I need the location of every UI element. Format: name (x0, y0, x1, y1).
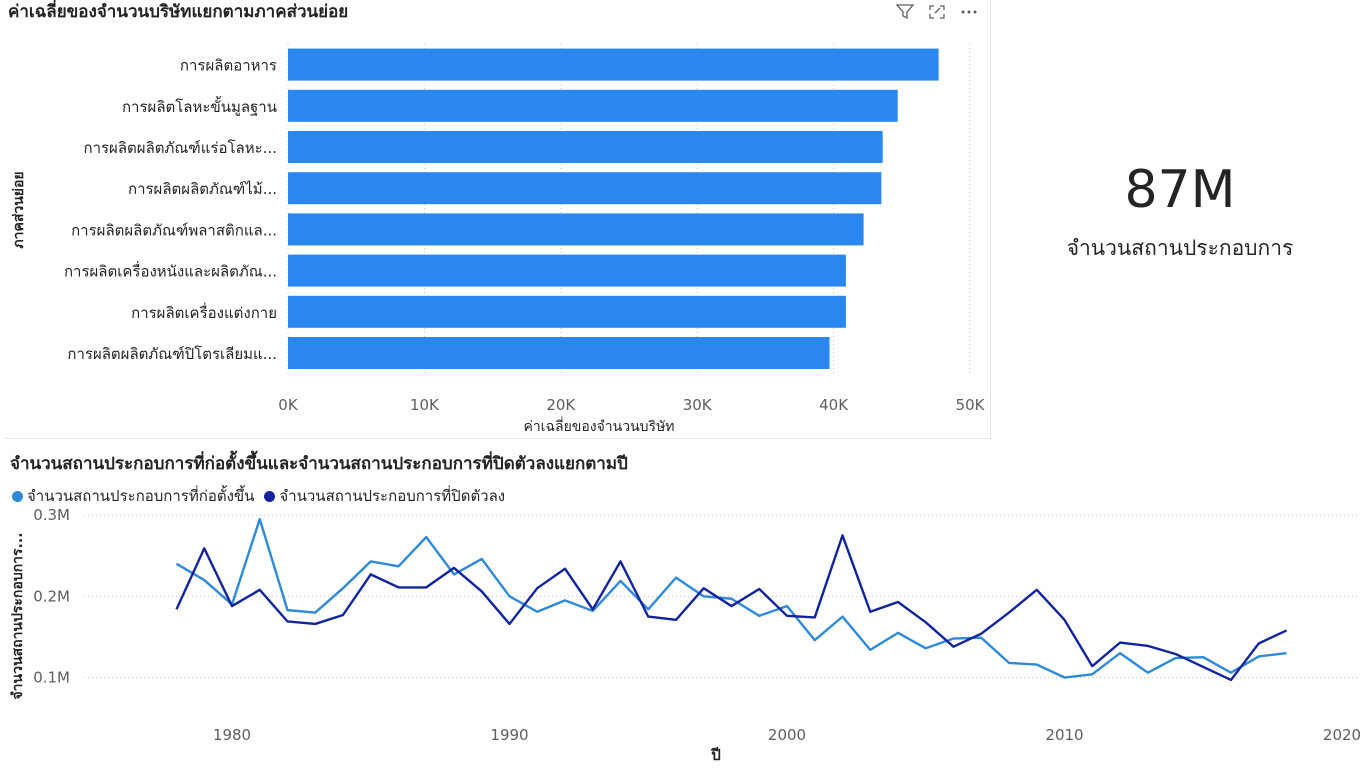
x-tick-label: 50K (956, 396, 986, 414)
x-tick-label: 2000 (768, 726, 806, 744)
y-axis-title: จำนวนสถานประกอบการ... (10, 532, 26, 699)
x-axis-title: ปี (710, 746, 720, 764)
x-tick-label: 10K (410, 396, 440, 414)
bar-chart-title: ค่าเฉลี่ยของจำนวนบริษัทแยกตามภาคส่วนย่อย (8, 2, 349, 22)
bar (288, 172, 882, 205)
bar (288, 48, 939, 81)
bar (288, 337, 830, 369)
y-tick-label: การผลิตอาหาร (180, 57, 277, 75)
focus-mode-icon[interactable] (926, 2, 948, 22)
bar-chart-visual[interactable]: ค่าเฉลี่ยของจำนวนบริษัทแยกตามภาคส่วนย่อย… (4, 0, 991, 439)
kpi-card[interactable]: 87M จำนวนสถานประกอบการ (1000, 150, 1360, 280)
y-tick-label: การผลิตผลิตภัณฑ์ไม้... (128, 180, 277, 198)
series-line-closed (175, 534, 1288, 682)
y-tick-label: การผลิตโลหะขั้นมูลฐาน (122, 96, 277, 116)
legend-label-closed: จำนวนสถานประกอบการที่ปิดตัวลง (279, 487, 506, 505)
x-tick-label: 30K (683, 396, 713, 414)
y-tick-label: การผลิตผลิตภัณฑ์แร่อโลหะ... (84, 139, 278, 157)
visual-header-icons (894, 2, 980, 22)
legend-marker-opened (12, 490, 23, 502)
y-tick-label: การผลิตผลิตภัณฑ์ปิโตรเลียมแ... (67, 345, 277, 363)
kpi-card-value: 87M (1124, 160, 1236, 220)
y-tick-label: การผลิตผลิตภัณฑ์พลาสติกแล... (71, 221, 277, 239)
x-tick-label: 1990 (490, 726, 528, 744)
filter-icon[interactable] (894, 2, 916, 22)
line-chart-legend[interactable]: จำนวนสถานประกอบการที่ก่อตั้งขึ้น จำนวนสถ… (12, 484, 505, 508)
more-options-icon[interactable] (958, 2, 980, 22)
legend-item-closed[interactable]: จำนวนสถานประกอบการที่ปิดตัวลง (264, 484, 505, 508)
line-chart-title: จำนวนสถานประกอบการที่ก่อตั้งขึ้นและจำนวน… (10, 454, 628, 474)
x-tick-label: 2020 (1323, 726, 1361, 744)
bar (288, 295, 846, 328)
x-tick-label: 0K (278, 396, 299, 414)
y-tick-label: การผลิตเครื่องแต่งกาย (131, 302, 277, 322)
legend-item-opened[interactable]: จำนวนสถานประกอบการที่ก่อตั้งขึ้น (12, 484, 254, 508)
x-tick-label: 20K (546, 396, 576, 414)
y-tick-label: 0.1M (33, 669, 70, 687)
legend-marker-closed (264, 490, 276, 502)
line-chart-svg: 0.1M 0.2M 0.3M 1980 1990 2000 2010 2020 ปี จำนวนส… (10, 506, 1361, 764)
line-chart-visual[interactable]: จำนวนสถานประกอบการที่ก่อตั้งขึ้นและจำนวน… (4, 446, 1364, 768)
x-tick-label: 40K (819, 396, 849, 414)
bar-chart-svg: 0K 10K 20K 30K 40K 50K การผลิตอาหารการผลิตโลหะ… (11, 44, 986, 435)
x-tick-label: 2010 (1045, 726, 1083, 744)
y-tick-label: 0.2M (33, 587, 70, 605)
legend-label-opened: จำนวนสถานประกอบการที่ก่อตั้งขึ้น (27, 487, 255, 505)
bar (288, 254, 846, 287)
bar (288, 131, 883, 163)
y-axis-title: ภาคส่วนย่อย (11, 171, 27, 248)
kpi-card-label: จำนวนสถานประกอบการ (1066, 236, 1294, 260)
y-tick-label: การผลิตเครื่องหนังและผลิตภัณ... (64, 261, 277, 281)
bar (288, 89, 898, 122)
bar (288, 213, 864, 246)
y-tick-label: 0.3M (33, 506, 70, 524)
x-tick-label: 1980 (213, 726, 251, 744)
x-axis-title: ค่าเฉลี่ยของจำนวนบริษัท (523, 417, 674, 435)
series-line-opened (175, 517, 1287, 679)
